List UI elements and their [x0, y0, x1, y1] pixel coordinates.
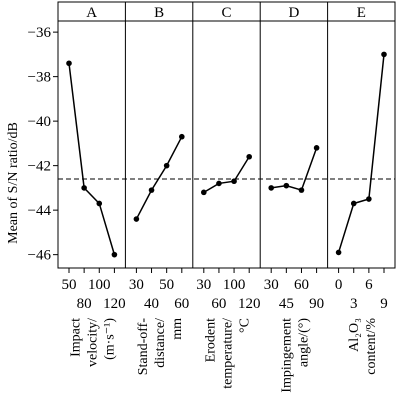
series-line — [68, 63, 116, 255]
data-point — [111, 251, 118, 258]
data-point — [366, 196, 372, 202]
data-point — [298, 187, 305, 193]
factor-label-line: angle/(°) — [296, 318, 311, 367]
x-tick-label: 0 — [335, 277, 343, 293]
data-point — [81, 185, 87, 191]
factor-label-line: Stand-off- — [136, 318, 151, 376]
factor-label-line: mm — [170, 318, 185, 340]
x-tick-label: 45 — [279, 296, 294, 312]
x-tick-label: 100 — [88, 277, 111, 293]
data-point — [381, 51, 387, 58]
x-tick-label: 50 — [159, 277, 174, 293]
factor-label: Al₂O₃ content/% — [347, 318, 379, 375]
x-tick-label: 60 — [294, 277, 309, 293]
factor-label-line: content/% — [364, 318, 379, 375]
y-axis-label: Mean of S/N ratio/dB — [6, 122, 21, 244]
plot-frame — [57, 1, 396, 269]
panel-label: D — [288, 5, 299, 21]
factor-label-line: velocity/ — [86, 318, 101, 367]
data-point — [216, 180, 222, 187]
factor-label-line: (m·s⁻¹) — [103, 318, 118, 360]
data-point — [133, 216, 140, 222]
x-tick-label: 120 — [103, 296, 126, 312]
x-tick-label: 50 — [62, 277, 77, 293]
series-line — [135, 136, 183, 220]
x-tick-label: 40 — [144, 296, 159, 312]
data-point — [231, 178, 237, 185]
data-point — [246, 153, 252, 160]
y-tick-label: −36 — [28, 25, 52, 41]
panel-label: A — [86, 5, 97, 21]
data-point — [179, 133, 185, 140]
data-point — [313, 145, 320, 151]
x-tick-label: 30 — [196, 277, 211, 293]
factor-label-line: Al₂O₃ — [347, 318, 362, 352]
x-tick-label: 6 — [365, 277, 373, 293]
y-tick-label: −44 — [28, 203, 52, 219]
y-tick-label: −46 — [28, 248, 52, 264]
x-tick-label: 120 — [238, 296, 261, 312]
x-tick-label: 3 — [350, 296, 358, 312]
y-tick-label: −42 — [28, 159, 51, 175]
data-point — [96, 200, 103, 207]
factor-label-line: °C — [238, 318, 253, 333]
data-point — [283, 182, 290, 189]
data-point — [201, 189, 207, 196]
factor-label-line: temperature/ — [221, 318, 236, 389]
y-tick-label: −38 — [28, 70, 51, 86]
x-tick-label: 9 — [380, 296, 388, 312]
x-tick-label: 60 — [174, 296, 189, 312]
data-point — [350, 200, 357, 207]
x-tick-label: 30 — [264, 277, 279, 293]
factor-label-line: Erodent — [204, 318, 219, 362]
factor-label-line: distance/ — [153, 318, 168, 368]
x-tick-label: 80 — [77, 296, 92, 312]
data-point — [66, 60, 72, 67]
y-axis: −36 −38 −40 −42 −44 −46 — [28, 25, 58, 264]
data-point — [163, 162, 170, 169]
plot-border — [57, 1, 396, 269]
data-point — [148, 187, 155, 193]
factor-label: Erodent temperature/°C — [204, 318, 253, 389]
panel-label: B — [154, 5, 164, 21]
x-tick-label: 60 — [211, 296, 226, 312]
y-tick-label: −40 — [28, 114, 51, 130]
data-point — [335, 249, 342, 256]
x-tick-label: 90 — [309, 296, 324, 312]
data-point — [268, 185, 275, 191]
factor-label: Stand-off-distance/mm — [136, 318, 185, 376]
series-line — [271, 147, 318, 192]
panel-label: C — [221, 5, 231, 21]
factor-label-line: Impingement — [279, 318, 294, 393]
x-tick-label: 30 — [129, 277, 144, 293]
factor-label: Impingement angle/(°) — [279, 318, 311, 393]
factor-label: Impact velocity/(m·s⁻¹) — [69, 318, 118, 367]
factor-label-line: Impact — [69, 318, 84, 357]
panel-label: E — [357, 5, 366, 21]
series-line — [337, 54, 385, 253]
x-tick-label: 100 — [223, 277, 246, 293]
series-line — [203, 156, 250, 193]
